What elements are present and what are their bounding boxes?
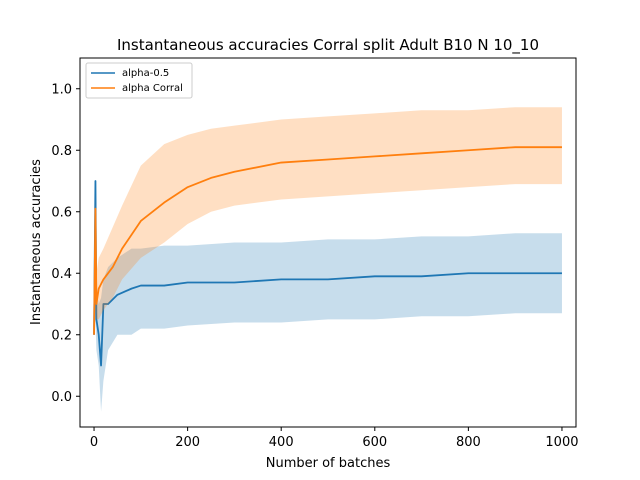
x-tick-label: 0 <box>90 435 98 450</box>
axes-frame <box>79 57 577 428</box>
legend-label-alpha-0.5: alpha-0.5 <box>122 68 169 79</box>
series-line-alpha-corral <box>93 146 562 335</box>
x-tick-label: 800 <box>456 435 481 450</box>
y-tick-label: 0.0 <box>51 390 72 405</box>
x-tick-label: 600 <box>362 435 387 450</box>
y-tick-label: 0.8 <box>51 144 72 159</box>
x-tick-label: 200 <box>175 435 200 450</box>
chart-title: Instantaneous accuracies Corral split Ad… <box>117 36 539 55</box>
confidence-band-alpha-0-5 <box>94 233 562 412</box>
y-tick-label: 1.0 <box>51 82 72 97</box>
legend-label-alpha-corral: alpha Corral <box>122 83 183 94</box>
legend: alpha-0.5 alpha Corral <box>85 62 193 99</box>
y-tick-label: 0.4 <box>51 267 72 282</box>
confidence-band-alpha-corral <box>94 107 562 335</box>
series-line-alpha-0-5 <box>93 180 562 367</box>
plot-area <box>93 107 562 412</box>
x-tick-label: 1000 <box>545 435 578 450</box>
legend-box <box>85 62 193 99</box>
y-tick-label: 0.6 <box>51 205 72 220</box>
y-axis-label: Instantaneous accuracies <box>29 159 44 325</box>
y-tick-label: 0.2 <box>51 328 72 343</box>
x-axis: 0 200 400 600 800 1000 <box>90 427 579 450</box>
y-axis: 0.0 0.2 0.4 0.6 0.8 1.0 <box>51 82 80 405</box>
x-tick-label: 400 <box>269 435 294 450</box>
x-axis-label: Number of batches <box>266 456 391 471</box>
